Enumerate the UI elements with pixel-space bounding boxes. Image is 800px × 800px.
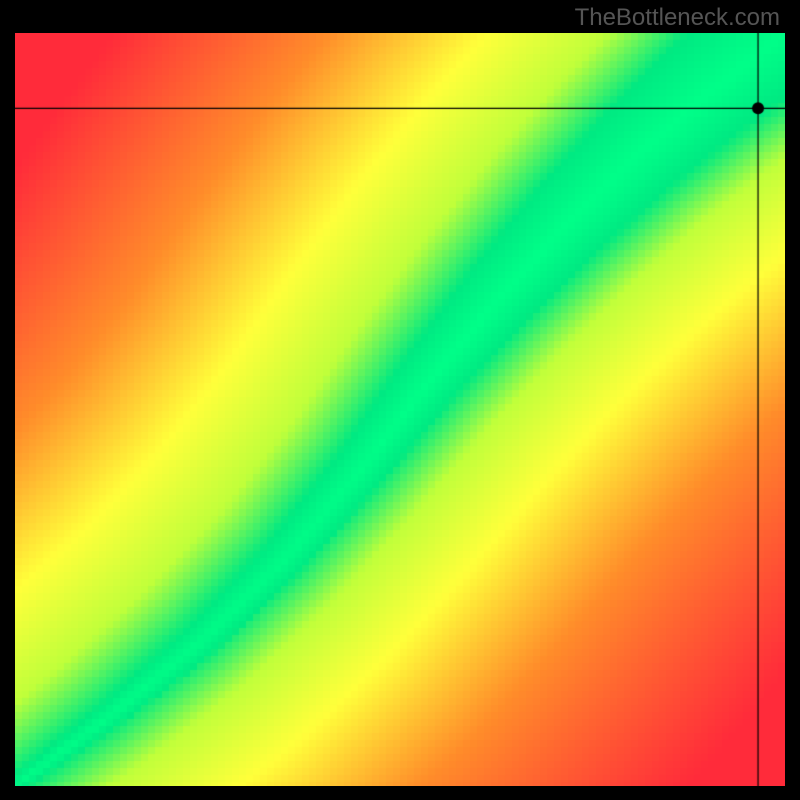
heatmap-plot [15,33,785,786]
heatmap-canvas [15,33,785,786]
chart-container: TheBottleneck.com [0,0,800,800]
watermark-text: TheBottleneck.com [575,4,780,32]
